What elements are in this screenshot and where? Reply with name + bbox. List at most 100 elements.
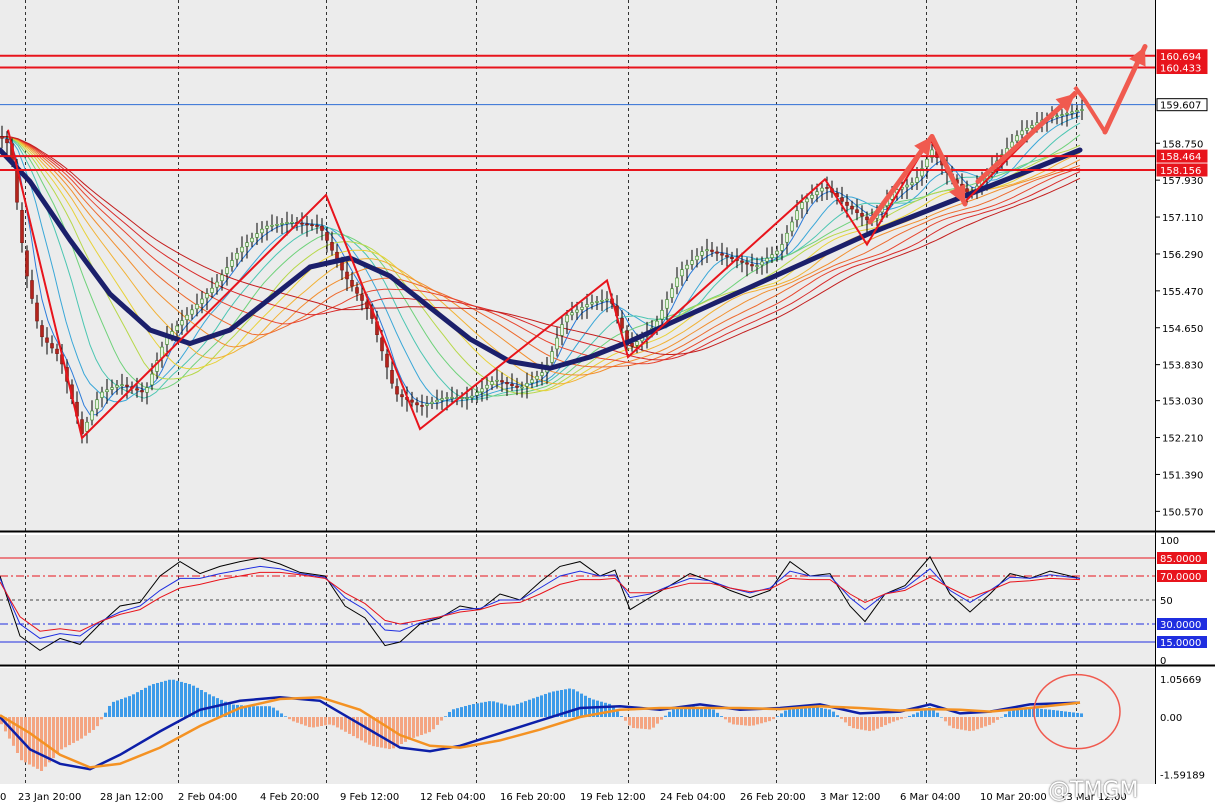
macd-bar-negative — [728, 717, 731, 723]
bull-candle — [440, 398, 444, 401]
bull-candle — [690, 260, 694, 265]
macd-bar-negative — [336, 717, 339, 728]
macd-bar-positive — [524, 701, 527, 717]
macd-scale-label: -1.59189 — [1160, 770, 1205, 781]
bear-candle — [625, 330, 629, 341]
macd-bar-negative — [636, 717, 639, 729]
bull-candle — [600, 299, 604, 302]
macd-bar-positive — [152, 684, 155, 717]
bull-candle — [755, 265, 759, 267]
macd-bar-positive — [1080, 713, 1083, 717]
bear-candle — [750, 264, 754, 267]
macd-bar-negative — [860, 717, 863, 730]
macd-bar-positive — [1008, 711, 1011, 717]
macd-bar-negative — [980, 717, 983, 728]
price-tick-label: 157.110 — [1162, 213, 1203, 224]
macd-bar-negative — [428, 717, 431, 733]
macd-bar-negative — [64, 717, 67, 748]
macd-bar-negative — [736, 717, 739, 725]
macd-bar-negative — [344, 717, 347, 732]
macd-bar-positive — [200, 690, 203, 717]
macd-bar-negative — [60, 717, 63, 750]
slow-moving-average — [0, 147, 1083, 371]
bull-candle — [280, 223, 284, 225]
macd-bar-positive — [468, 704, 471, 717]
macd-bar-positive — [552, 691, 555, 717]
macd-bar-negative — [304, 717, 307, 726]
time-tick-label: 6 Mar 04:00 — [900, 792, 960, 803]
macd-bar-negative — [644, 717, 647, 730]
macd-bar-positive — [540, 695, 543, 717]
ma-ribbon-line — [0, 111, 1081, 416]
macd-bar-negative — [968, 717, 971, 732]
bull-candle — [785, 232, 789, 243]
macd-bar-positive — [1012, 709, 1015, 717]
bull-candle — [225, 267, 229, 274]
macd-bar-positive — [224, 701, 227, 717]
ma-ribbon-line — [0, 122, 1081, 400]
time-tick-label: 16 Feb 20:00 — [500, 792, 566, 803]
bear-candle — [50, 343, 54, 349]
bull-candle — [815, 191, 819, 195]
macd-bar-negative — [880, 717, 883, 727]
macd-bar-positive — [596, 700, 599, 717]
bull-candle — [445, 397, 449, 399]
time-tick-label: 13 Mar 12:00 — [1060, 792, 1127, 803]
price-level-label: 160.433 — [1160, 64, 1201, 75]
bull-candle — [175, 325, 179, 331]
macd-bar-positive — [1044, 709, 1047, 717]
bull-candle — [435, 400, 439, 403]
macd-bar-positive — [712, 709, 715, 717]
macd-bar-negative — [624, 717, 627, 721]
bull-candle — [190, 309, 194, 315]
macd-bar-negative — [44, 717, 47, 767]
ma-ribbon-line — [0, 115, 1081, 403]
macd-bar-positive — [276, 710, 279, 717]
bull-candle — [790, 221, 794, 232]
up-arrow — [975, 91, 1078, 184]
time-tick-label: 0 — [0, 792, 6, 803]
macd-bar-negative — [0, 717, 3, 725]
macd-bar-negative — [352, 717, 355, 737]
macd-bar-positive — [1000, 717, 1003, 718]
bull-candle — [550, 351, 554, 363]
bull-candle — [185, 314, 189, 320]
macd-bar-positive — [500, 703, 503, 717]
bull-candle — [575, 309, 579, 313]
macd-bar-positive — [148, 685, 151, 717]
tmgm-watermark: @TMGM — [1048, 778, 1139, 803]
macd-bar-positive — [112, 701, 115, 717]
bear-candle — [845, 201, 849, 206]
macd-bar-negative — [392, 717, 395, 749]
bear-candle — [415, 402, 419, 406]
macd-bar-negative — [872, 717, 875, 731]
macd-bar-positive — [180, 681, 183, 717]
bear-candle — [35, 302, 39, 322]
macd-bar-positive — [108, 705, 111, 717]
bear-candle — [505, 382, 509, 385]
macd-bar-negative — [868, 717, 871, 732]
bull-candle — [910, 182, 914, 185]
macd-bar-negative — [988, 717, 991, 725]
macd-bar-positive — [908, 715, 911, 717]
macd-bar-negative — [380, 717, 383, 748]
macd-bar-positive — [1024, 708, 1027, 717]
macd-bar-positive — [584, 695, 587, 717]
macd-bar-positive — [244, 705, 247, 717]
macd-bar-negative — [884, 717, 887, 726]
macd-bar-negative — [56, 717, 59, 754]
macd-bar-positive — [1048, 709, 1051, 717]
bull-candle — [1025, 127, 1029, 131]
macd-bar-negative — [740, 717, 743, 726]
macd-bar-positive — [508, 705, 511, 717]
macd-bar-positive — [800, 706, 803, 717]
macd-bar-positive — [680, 708, 683, 717]
macd-bar-negative — [864, 717, 867, 731]
bull-candle — [605, 298, 609, 301]
macd-bar-negative — [340, 717, 343, 730]
price-tick-label: 153.030 — [1162, 397, 1203, 408]
bear-candle — [380, 337, 384, 352]
rsi-scale-label: 100 — [1160, 536, 1179, 547]
bull-candle — [120, 384, 124, 387]
macd-bar-positive — [672, 709, 675, 717]
